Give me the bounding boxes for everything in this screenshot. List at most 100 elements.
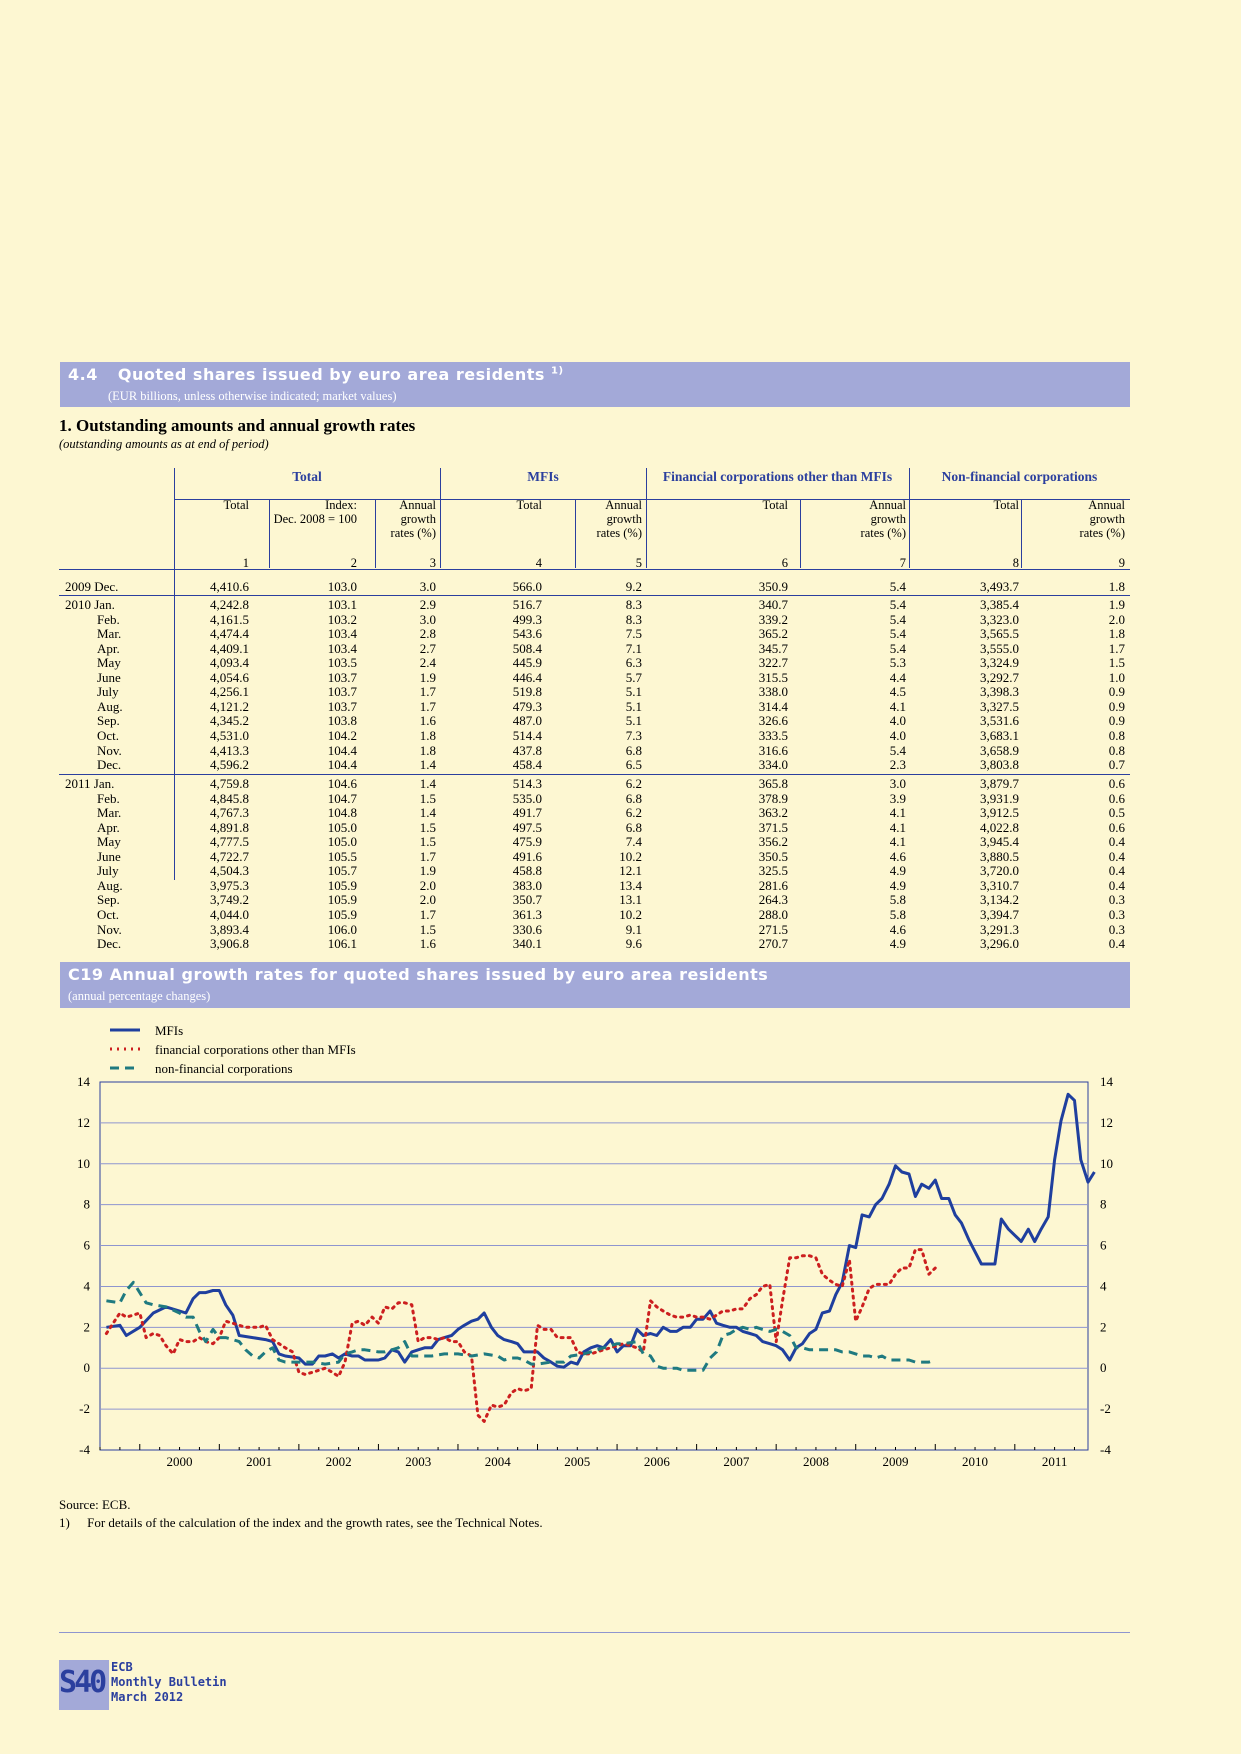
y-tick-label-left: -4 [79, 1442, 90, 1457]
table-cell: 4,044.0 [210, 906, 249, 922]
row-label: May [97, 834, 121, 850]
table-cell: 6.8 [625, 819, 642, 835]
section-title-text: Quoted shares issued by euro area reside… [117, 365, 545, 384]
page-prefix: S [59, 1665, 77, 1700]
table-cell: 1.5 [419, 790, 436, 806]
table-cell: 4,777.5 [210, 834, 249, 850]
x-tick-label: 2006 [644, 1454, 671, 1469]
table-row: May 4,777.5 105.0 1.5 475.9 7.4 356.2 4.1 3,945.… [59, 835, 1130, 850]
legend-label: financial corporations other than MFIs [155, 1042, 356, 1057]
column-header-line: growth [870, 512, 906, 526]
table-cell: 8.3 [625, 597, 642, 612]
table-cell: 0.4 [1108, 834, 1125, 850]
y-tick-label-left: 2 [84, 1319, 91, 1334]
table-cell: 1.8 [1108, 579, 1125, 594]
column-header-line: Total [516, 498, 542, 512]
series-line [104, 1248, 937, 1423]
table-cell: 3,291.3 [980, 921, 1019, 937]
table-row: Sep. 3,749.2 105.9 2.0 350.7 13.1 264.3 5.8 3,13… [59, 893, 1130, 908]
table-cell: 103.7 [327, 684, 357, 700]
table-cell: 350.7 [512, 892, 542, 908]
table-cell: 4,413.3 [210, 742, 249, 758]
table-row: 2010 Jan. 4,242.8 103.1 2.9 516.7 8.3 340.7 5.4… [59, 597, 1130, 613]
row-label: Feb. [97, 790, 120, 806]
table-cell: 3.0 [419, 611, 436, 627]
table-cell: 1.5 [419, 834, 436, 850]
table-cell: 487.0 [512, 713, 542, 729]
row-label: June [97, 669, 121, 685]
row-label: Mar. [97, 805, 122, 821]
column-header-line: Annual [399, 498, 436, 512]
row-label: Dec. [97, 757, 122, 773]
table-cell: 4,054.6 [210, 669, 249, 685]
column-header: Annual growth rates (%) [1015, 498, 1125, 540]
table-cell: 4.9 [889, 877, 906, 893]
table-cell: 458.8 [512, 863, 542, 879]
table-cell: 6.8 [625, 790, 642, 806]
table-cell: 3,906.8 [210, 936, 249, 952]
table-cell: 103.5 [327, 655, 357, 671]
table-cell: 0.4 [1108, 936, 1125, 952]
table-cell: 6.2 [625, 776, 642, 791]
row-label: Apr. [97, 819, 120, 835]
column-number: 7 [899, 556, 906, 570]
table-cell: 4.9 [889, 863, 906, 879]
y-tick-label-left: 6 [84, 1238, 91, 1253]
y-tick-label-left: -2 [79, 1401, 90, 1416]
table-cell: 3,493.7 [980, 579, 1019, 594]
table-cell: 9.6 [625, 936, 642, 952]
group-header: Non-financial corporations [941, 469, 1098, 484]
table-cell: 9.2 [625, 579, 642, 594]
table-cell: 514.3 [512, 776, 542, 791]
column-header: Total [432, 498, 542, 512]
table-cell: 13.1 [619, 892, 642, 908]
bulletin-line3: March 2012 [111, 1690, 184, 1704]
row-label: Sep. [97, 892, 120, 908]
table-cell: 5.8 [889, 892, 906, 908]
table-cell: 499.3 [512, 611, 542, 627]
table-cell: 8.3 [625, 611, 642, 627]
table-cell: 4.4 [889, 669, 906, 685]
table-cell: 4,759.8 [210, 776, 249, 791]
footnote: 1) For details of the calculation of the… [59, 1515, 543, 1531]
table-row: Apr. 4,891.8 105.0 1.5 497.5 6.8 371.5 4.1 4,022… [59, 819, 1130, 836]
subcolumn-divider [269, 500, 270, 568]
y-tick-label-right: -4 [1100, 1442, 1111, 1457]
legend-label: MFIs [155, 1023, 183, 1038]
column-header: Annual growth rates (%) [796, 498, 906, 540]
table-cell: 104.6 [327, 776, 357, 791]
column-number: 3 [429, 556, 436, 570]
page-number-box [59, 1660, 109, 1710]
table-cell: 270.7 [758, 936, 788, 952]
y-tick-label-left: 14 [77, 1074, 91, 1089]
table-cell: 9.1 [625, 921, 642, 937]
table-cell: 4,596.2 [210, 757, 249, 773]
table-cell: 1.0 [1108, 669, 1125, 685]
table-cell: 566.0 [512, 579, 542, 594]
bulletin-line2: Monthly Bulletin [111, 1675, 227, 1689]
table-cell: 264.3 [758, 892, 788, 908]
table-row: 2011 Jan. 4,759.8 104.6 1.4 514.3 6.2 365.8 3.0… [59, 776, 1130, 792]
table-cell: 104.7 [327, 790, 357, 806]
table-cell: 5.1 [625, 713, 642, 729]
column-header-line: rates (%) [1079, 526, 1125, 540]
row-label: July [97, 684, 119, 700]
table-cell: 5.8 [889, 906, 906, 922]
y-tick-label-right: -2 [1100, 1401, 1111, 1416]
table-cell: 4,767.3 [210, 805, 249, 821]
block-rule [59, 595, 1130, 596]
row-label: 2009 Dec. [65, 579, 119, 594]
table-cell: 330.6 [512, 921, 542, 937]
block-rule [59, 774, 1130, 775]
row-label: July [97, 863, 119, 879]
table-cell: 7.3 [625, 727, 642, 743]
table-cell: 437.8 [512, 742, 542, 758]
y-tick-label-left: 0 [84, 1360, 91, 1375]
x-tick-label: 2003 [405, 1454, 431, 1469]
table-cell: 2.0 [419, 877, 436, 893]
column-header-line: rates (%) [860, 526, 906, 540]
column-header-line: Annual [1088, 498, 1125, 512]
table-cell: 0.6 [1108, 790, 1125, 806]
table-cell: 4.0 [889, 713, 906, 729]
table-cell: 519.8 [512, 684, 542, 700]
